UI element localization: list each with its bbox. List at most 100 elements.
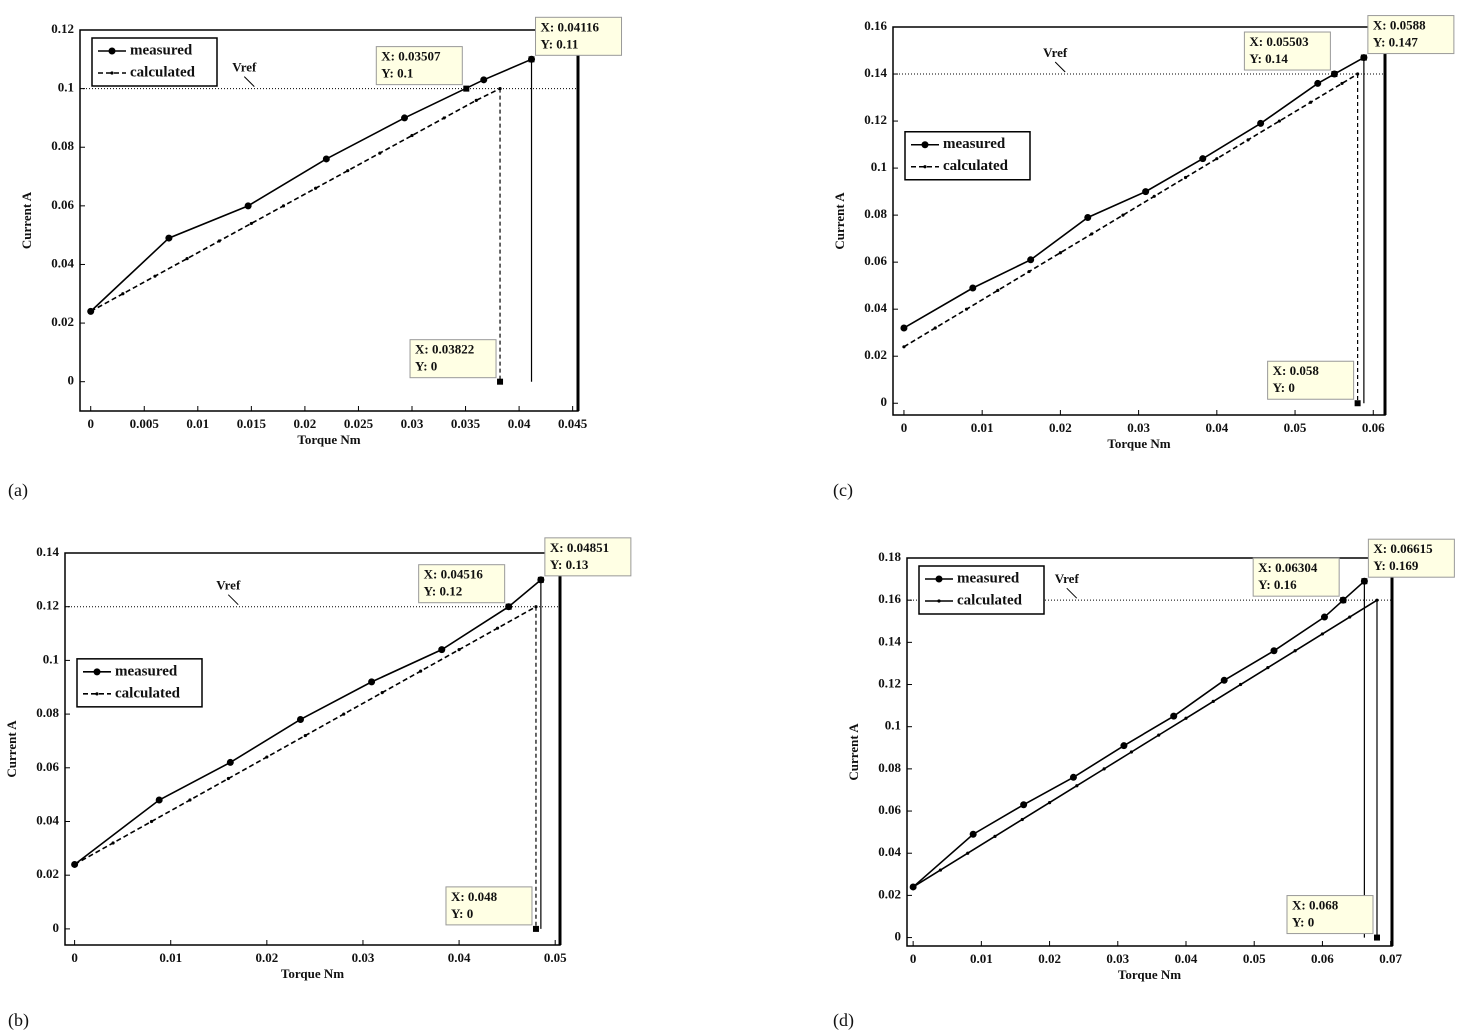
legend-marker: [110, 71, 113, 74]
datatip-y: Y: 0.169: [1373, 558, 1419, 573]
x-tick-label: 0.05: [544, 950, 567, 965]
point: [1257, 120, 1264, 127]
series-line: [913, 581, 1364, 887]
y-tick-label: 0.08: [878, 760, 901, 775]
point: [185, 257, 188, 260]
y-tick-label: 0.08: [36, 705, 59, 720]
y-tick-label: 0.16: [878, 591, 901, 606]
datatip-y: Y: 0.147: [1373, 35, 1419, 50]
datatip-x: X: 0.04116: [541, 19, 600, 34]
datatip-y: Y: 0.16: [1258, 577, 1297, 592]
x-tick-label: 0.04: [1175, 951, 1198, 966]
x-tick-label: 0.02: [1038, 951, 1061, 966]
point: [1340, 82, 1343, 85]
y-tick-label: 0.06: [864, 253, 887, 268]
x-tick-label: 0.04: [448, 950, 471, 965]
x-axis-label: Torque Nm: [281, 966, 344, 981]
x-tick-label: 0.02: [1049, 420, 1072, 435]
point: [1348, 615, 1351, 618]
x-axis-label: Torque Nm: [297, 432, 360, 447]
legend-label: measured: [130, 42, 193, 58]
x-tick-label: 0.01: [186, 416, 209, 431]
vref-label: Vref: [216, 578, 241, 593]
series-line: [904, 74, 1358, 347]
x-tick-label: 0: [87, 416, 94, 431]
legend-label: calculated: [115, 685, 181, 701]
y-tick-label: 0.04: [878, 844, 901, 859]
x-tick-label: 0.025: [344, 416, 374, 431]
point: [1212, 700, 1215, 703]
y-tick-label: 0.08: [51, 138, 74, 153]
datatip-y: Y: 0.11: [541, 36, 579, 51]
point: [282, 204, 285, 207]
point: [1153, 195, 1156, 198]
point: [265, 755, 268, 758]
x-tick-label: 0.045: [558, 416, 588, 431]
point: [966, 852, 969, 855]
legend-label: measured: [957, 570, 1020, 586]
point: [89, 310, 92, 313]
point: [475, 99, 478, 102]
point: [410, 134, 413, 137]
y-tick-label: 0.02: [878, 886, 901, 901]
plot-area: [907, 558, 1392, 946]
datatip-x: X: 0.05503: [1249, 34, 1309, 49]
page: 00.0050.010.0150.020.0250.030.0350.040.0…: [0, 0, 1470, 1036]
x-tick-label: 0.03: [1106, 951, 1129, 966]
point: [1321, 632, 1324, 635]
legend-marker: [937, 599, 940, 602]
datatip-x: X: 0.048: [451, 889, 498, 904]
point: [1120, 742, 1127, 749]
point: [419, 670, 422, 673]
point: [368, 678, 375, 685]
point: [1103, 767, 1106, 770]
x-tick-label: 0.03: [1127, 420, 1150, 435]
panel-label: (b): [8, 1010, 29, 1031]
point: [218, 239, 221, 242]
y-tick-label: 0.12: [864, 112, 887, 127]
point: [1075, 784, 1078, 787]
point: [1027, 256, 1034, 263]
y-tick-label: 0.18: [878, 549, 901, 564]
point: [188, 798, 191, 801]
x-tick-label: 0.005: [130, 416, 160, 431]
x-tick-label: 0: [71, 950, 78, 965]
x-tick-label: 0.03: [352, 950, 375, 965]
y-tick-label: 0.1: [871, 159, 887, 174]
point: [165, 235, 172, 242]
point: [939, 868, 942, 871]
legend-label: calculated: [130, 64, 196, 80]
point: [1170, 713, 1177, 720]
point: [304, 734, 307, 737]
datatip-y: Y: 0: [1292, 915, 1314, 930]
point: [496, 627, 499, 630]
legend-label: measured: [943, 136, 1006, 152]
point: [1020, 801, 1027, 808]
datatip-y: Y: 0: [415, 359, 437, 374]
x-tick-label: 0.02: [255, 950, 278, 965]
x-tick-label: 0.01: [159, 950, 182, 965]
y-tick-label: 0: [881, 394, 888, 409]
point: [111, 841, 114, 844]
point: [73, 863, 76, 866]
y-tick-label: 0.08: [864, 206, 887, 221]
x-tick-label: 0.05: [1284, 420, 1307, 435]
point: [900, 324, 907, 331]
x-tick-label: 0: [901, 420, 908, 435]
legend-marker: [922, 141, 929, 148]
point: [314, 187, 317, 190]
vref-arrow: [1067, 588, 1077, 598]
point: [438, 646, 445, 653]
x-tick-label: 0.06: [1362, 420, 1385, 435]
point: [250, 222, 253, 225]
point: [1130, 750, 1133, 753]
panel-label: (d): [833, 1010, 854, 1031]
datatip-point: [1355, 400, 1361, 406]
legend-marker: [936, 576, 943, 583]
point: [996, 289, 999, 292]
datatip-point: [506, 604, 512, 610]
point: [498, 87, 501, 90]
vref-label: Vref: [232, 60, 257, 75]
y-tick-label: 0.04: [36, 812, 59, 827]
datatip-y: Y: 0: [1273, 380, 1295, 395]
